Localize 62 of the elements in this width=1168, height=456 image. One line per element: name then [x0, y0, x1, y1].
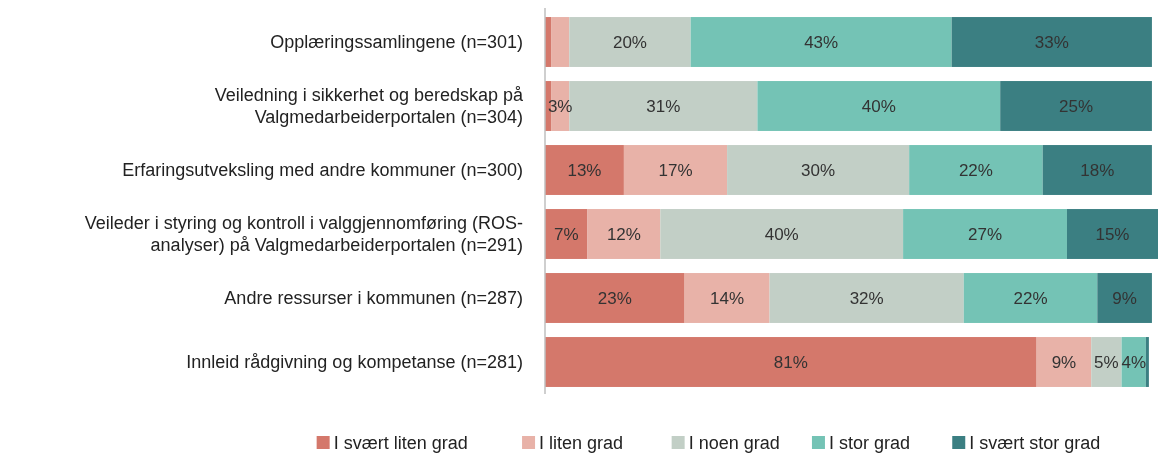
bar: [660, 209, 904, 259]
bar: [727, 145, 910, 195]
data-label: 32%: [849, 288, 884, 308]
data-label: 43%: [804, 32, 839, 52]
bar: [545, 337, 1037, 387]
bar: [587, 209, 661, 259]
bar: [1097, 273, 1152, 323]
data-label: 30%: [801, 160, 836, 180]
y-tick-label: Veileder i styring og kontroll i valggjennomføring (ROS- analyser) på Valgmedarbeiderportalen (n=291): [84, 213, 524, 255]
bar: [551, 17, 570, 67]
data-label: 3%: [547, 96, 573, 116]
bar: [545, 273, 685, 323]
data-label: 14%: [710, 288, 745, 308]
legend-label: I svært stor grad: [969, 433, 1101, 453]
bar: [903, 209, 1067, 259]
data-label: 27%: [968, 224, 1003, 244]
bar: [1066, 209, 1158, 259]
data-label: 9%: [1112, 288, 1137, 308]
bar: [757, 81, 1001, 131]
bar: [963, 273, 1098, 323]
data-label: 17%: [658, 160, 693, 180]
data-label: 22%: [1013, 288, 1048, 308]
data-label: 9%: [1051, 352, 1077, 372]
data-label: 81%: [773, 352, 808, 372]
data-label: 18%: [1080, 160, 1115, 180]
data-label: 4%: [1121, 352, 1147, 372]
y-tick-label: Innleid rådgivning og kompetanse (n=281): [186, 352, 523, 372]
legend-label: I stor grad: [828, 433, 910, 453]
bar: [1145, 337, 1149, 387]
bar: [769, 273, 964, 323]
bar: [545, 209, 588, 259]
data-label: 23%: [597, 288, 632, 308]
bar: [623, 145, 728, 195]
data-label: 22%: [958, 160, 993, 180]
legend-label: I liten grad: [539, 433, 624, 453]
data-label: 33%: [1034, 32, 1069, 52]
bar: [1000, 81, 1152, 131]
bar: [951, 17, 1152, 67]
bar: [569, 17, 691, 67]
legend-label: I svært liten grad: [333, 433, 468, 453]
data-label: 7%: [553, 224, 579, 244]
bar: [1036, 337, 1092, 387]
data-label: 12%: [606, 224, 641, 244]
bar: [909, 145, 1043, 195]
y-tick-label: Veiledning i sikkerhet og beredskap på Valgmedarbeiderportalen (n=304): [214, 85, 524, 127]
data-label: 40%: [764, 224, 799, 244]
bar: [545, 145, 624, 195]
data-label: 40%: [861, 96, 896, 116]
data-label: 13%: [567, 160, 602, 180]
bar: [690, 17, 952, 67]
data-label: 20%: [612, 32, 647, 52]
y-tick-label: Erfaringsutveksling med andre kommuner (n=300): [122, 160, 523, 180]
data-label: 25%: [1059, 96, 1094, 116]
y-tick-label: Andre ressurser i kommunen (n=287): [224, 288, 523, 308]
data-label: 5%: [1094, 352, 1119, 372]
y-tick-label: Opplæringssamlingene (n=301): [270, 32, 523, 52]
data-label: 31%: [646, 96, 681, 116]
bar: [684, 273, 770, 323]
data-label: 15%: [1095, 224, 1130, 244]
bar: [1042, 145, 1152, 195]
legend-label: I noen grad: [688, 433, 780, 453]
bar: [1091, 337, 1122, 387]
